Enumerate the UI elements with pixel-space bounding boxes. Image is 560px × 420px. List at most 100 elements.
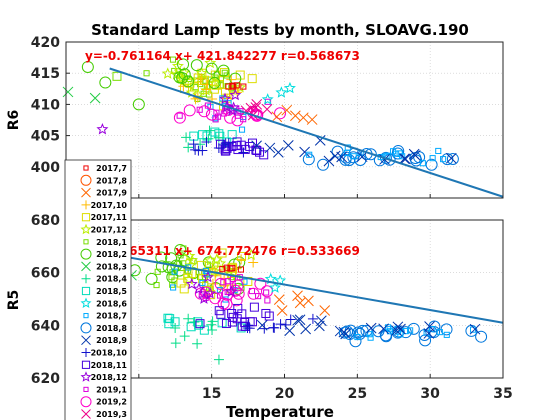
x-tick-label: 30 xyxy=(420,386,440,402)
data-point xyxy=(132,98,145,111)
data-point xyxy=(186,322,196,332)
legend-marker xyxy=(81,335,91,346)
legend-entry: 2018,3 xyxy=(81,261,127,271)
data-point xyxy=(170,284,177,291)
data-point xyxy=(217,64,230,77)
data-point xyxy=(356,151,368,163)
legend-label: 2018,7 xyxy=(96,312,127,321)
legend-label: 2017,11 xyxy=(91,213,128,222)
data-point xyxy=(227,309,237,319)
data-point xyxy=(210,253,223,265)
legend-label: 2018,4 xyxy=(96,275,127,284)
data-point xyxy=(294,297,306,309)
data-point xyxy=(435,147,442,155)
chart-title: Standard Lamp Tests by month, SLOAVG.190 xyxy=(91,21,469,39)
data-point xyxy=(475,330,488,343)
legend-label: 2018,11 xyxy=(91,361,128,370)
data-point xyxy=(331,145,344,158)
y-tick-label: 405 xyxy=(31,129,60,145)
data-point xyxy=(205,62,218,75)
data-point xyxy=(299,146,310,158)
data-point xyxy=(181,132,192,143)
top-fit-equation: y=-0.761164 x+ 421.842277 r=0.568673 xyxy=(85,49,360,63)
y-tick-label: 660 xyxy=(31,266,60,282)
data-point xyxy=(213,109,220,116)
legend-label: 2019,2 xyxy=(96,398,127,407)
legend-entry: 2018,11 xyxy=(81,360,128,370)
data-point xyxy=(238,126,246,133)
y-tick-label: 415 xyxy=(31,66,60,82)
data-point xyxy=(409,150,421,161)
data-point xyxy=(183,142,194,153)
data-point xyxy=(192,338,203,349)
bottom-x-tick-labels: 15 20 25 30 35 xyxy=(202,386,513,402)
legend-label: 2018,12 xyxy=(91,373,127,382)
legend-marker xyxy=(80,371,92,382)
x-tick-label: 25 xyxy=(348,386,367,402)
data-point xyxy=(251,140,262,152)
x-axis-label: Temperature xyxy=(226,403,334,420)
legend-marker xyxy=(80,322,92,334)
data-point xyxy=(268,281,281,293)
data-point xyxy=(179,331,190,342)
y-tick-label: 420 xyxy=(31,35,60,51)
legend-entry: 2018,9 xyxy=(81,335,127,346)
data-point xyxy=(233,82,240,89)
data-point xyxy=(227,130,237,140)
legend-label: 2018,9 xyxy=(96,336,127,345)
data-point xyxy=(185,277,198,290)
data-point xyxy=(429,155,436,162)
top-axes: 400 405 410 415 420 R6 y=-0.761164 x+ 421.84… xyxy=(6,35,504,199)
data-point xyxy=(338,326,351,339)
legend-label: 2019,3 xyxy=(96,410,127,419)
legend-label: 2017,9 xyxy=(96,189,127,198)
data-point xyxy=(263,289,270,296)
data-point xyxy=(329,150,341,162)
data-point xyxy=(208,76,221,89)
data-point xyxy=(269,322,280,333)
data-point xyxy=(89,92,101,104)
data-point xyxy=(250,102,262,113)
data-point xyxy=(271,111,283,123)
data-point xyxy=(317,158,330,171)
data-point xyxy=(207,278,218,289)
legend-entry: 2018,4 xyxy=(81,274,127,284)
legend-entry: 2017,10 xyxy=(81,200,127,210)
data-point xyxy=(233,256,246,269)
legend-marker xyxy=(80,248,92,260)
data-point xyxy=(343,149,351,157)
data-point xyxy=(400,153,411,165)
data-point xyxy=(201,270,214,283)
data-point xyxy=(81,60,94,73)
data-point xyxy=(190,144,201,155)
legend-label: 2019,1 xyxy=(96,385,127,394)
data-point xyxy=(323,155,335,167)
data-point xyxy=(190,59,203,72)
data-point xyxy=(234,81,247,93)
legend-entry: 2017,11 xyxy=(81,213,128,222)
legend-marker xyxy=(80,223,92,235)
data-point xyxy=(176,112,183,119)
data-point xyxy=(245,248,258,261)
data-point xyxy=(217,248,227,258)
data-point xyxy=(203,83,210,90)
legend-marker xyxy=(81,286,91,296)
data-point xyxy=(219,266,226,273)
top-y-tick-labels: 400 405 410 415 420 xyxy=(31,35,60,176)
data-point xyxy=(201,136,212,147)
legend-label: 2017,7 xyxy=(96,164,127,173)
legend-label: 2018,1 xyxy=(96,238,127,247)
legend-marker xyxy=(80,396,92,408)
top-y-axis-label: R6 xyxy=(6,110,22,131)
data-point xyxy=(227,101,240,113)
legend-entry: 2018,2 xyxy=(80,248,127,260)
data-point xyxy=(99,76,112,89)
data-point xyxy=(214,113,222,120)
bottom-data-points xyxy=(126,243,488,365)
legend-entry: 2017,7 xyxy=(83,164,127,173)
data-point xyxy=(350,153,357,160)
legend-label: 2018,5 xyxy=(96,287,127,296)
y-tick-label: 400 xyxy=(31,160,60,176)
data-point xyxy=(307,313,318,324)
